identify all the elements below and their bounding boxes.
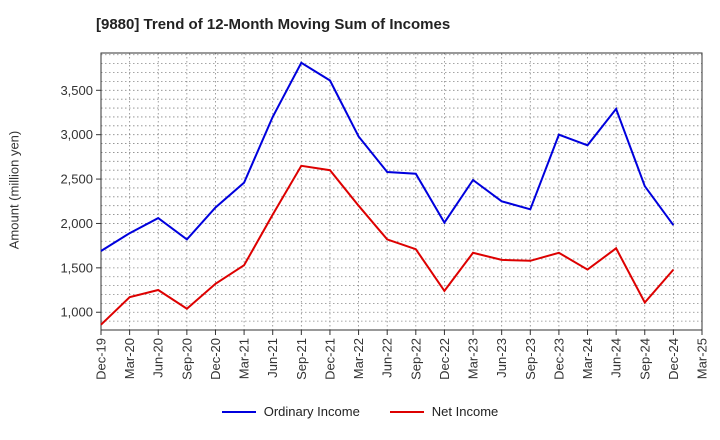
x-tick-label: Jun-24 xyxy=(609,338,624,378)
y-tick-label: 3,500 xyxy=(60,83,93,98)
x-tick-label: Mar-20 xyxy=(122,338,137,379)
x-tick-label: Sep-24 xyxy=(637,338,652,380)
chart-plot-svg: 1,000 1,500 2,000 2,500 3,000 3,500 Dec-19 Mar-… xyxy=(60,52,710,380)
x-tick-label: Mar-21 xyxy=(237,338,252,379)
x-tick-label: Dec-23 xyxy=(551,338,566,380)
legend-swatch-net-income xyxy=(389,410,424,413)
x-tick-label: Mar-24 xyxy=(580,338,595,379)
plot-area xyxy=(101,53,702,330)
series-line-ordinary-income xyxy=(100,61,675,252)
legend-item-ordinary-income: Ordinary Income xyxy=(221,404,360,419)
y-tick-label: 2,500 xyxy=(60,172,93,187)
y-tick-label: 1,000 xyxy=(60,305,93,320)
plot-frame xyxy=(100,52,703,331)
x-tick-label: Jun-21 xyxy=(265,338,280,378)
x-tick-label: Mar-23 xyxy=(466,338,481,379)
x-tick-label: Sep-23 xyxy=(523,338,538,380)
chart-title: [9880] Trend of 12-Month Moving Sum of I… xyxy=(96,16,451,33)
legend-label-ordinary-income: Ordinary Income xyxy=(263,404,360,419)
x-tick-label: Dec-22 xyxy=(437,338,452,380)
legend-label-net-income: Net Income xyxy=(431,404,499,419)
y-tick-label: 1,500 xyxy=(60,260,93,275)
x-tick-label: Sep-22 xyxy=(408,338,423,380)
legend-swatch-ordinary-income xyxy=(221,410,256,413)
x-tick-label: Sep-20 xyxy=(179,338,194,380)
x-tick-label: Mar-25 xyxy=(695,338,710,379)
x-tick-label: Dec-24 xyxy=(666,338,681,380)
chart-legend: Ordinary Income Net Income xyxy=(0,404,720,419)
series-line-net-income xyxy=(100,164,675,326)
x-tick-label: Sep-21 xyxy=(294,338,309,380)
x-tick-label: Dec-20 xyxy=(208,338,223,380)
y-tick-label: 2,000 xyxy=(60,216,93,231)
legend-item-net-income: Net Income xyxy=(389,404,499,419)
x-tick-label: Dec-19 xyxy=(94,338,109,380)
y-tick-label: 3,000 xyxy=(60,127,93,142)
x-tick-label: Jun-22 xyxy=(380,338,395,378)
x-tick-label: Jun-23 xyxy=(494,338,509,378)
x-tick-label: Dec-21 xyxy=(322,338,337,380)
x-tick-label: Jun-20 xyxy=(151,338,166,378)
x-tick-label: Mar-22 xyxy=(351,338,366,379)
